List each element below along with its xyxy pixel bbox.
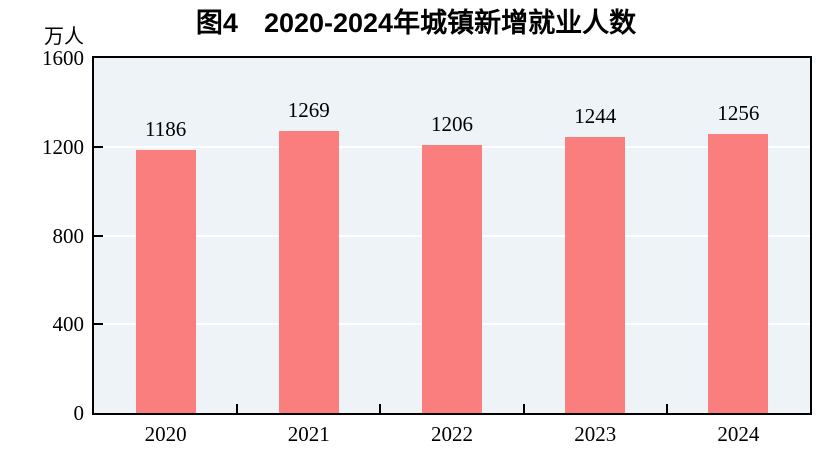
- x-axis-tick-2: [379, 404, 382, 413]
- x-axis-tick-4: [665, 404, 668, 413]
- x-axis-label-2023: 2023: [574, 422, 617, 446]
- plot-area: 1186 1269 1206 1244 1256: [92, 56, 812, 415]
- bar-2021: [278, 131, 339, 413]
- bar-2024: [708, 134, 769, 413]
- bar-value-2022: 1206: [431, 112, 473, 137]
- bar-value-2024: 1256: [717, 101, 760, 126]
- bar-value-2021: 1269: [287, 98, 330, 123]
- bar-value-2020: 1186: [144, 116, 187, 141]
- x-axis-tick-3: [522, 404, 525, 413]
- x-axis-label-2020: 2020: [144, 422, 187, 446]
- bar-value-2023: 1244: [574, 104, 617, 128]
- x-axis-label-2022: 2022: [431, 422, 473, 446]
- bar-2022: [422, 145, 482, 413]
- y-axis-tick-1200: [94, 145, 103, 148]
- y-axis-label-400: 400: [52, 312, 85, 337]
- chart-title-number: 图4: [195, 8, 238, 38]
- y-axis-tick-800: [94, 234, 103, 237]
- y-axis-label-0: 0: [73, 401, 85, 425]
- chart-title-text: 2020-2024年城镇新增就业人数: [263, 8, 637, 38]
- y-axis-label-1200: 1200: [42, 134, 84, 159]
- x-axis-label-2024: 2024: [717, 422, 760, 446]
- bar-2023: [565, 137, 626, 413]
- chart-title: 图4 2020-2024年城镇新增就业人数: [0, 7, 832, 39]
- y-axis-tick-400: [94, 323, 103, 326]
- y-axis-label-1600: 1600: [42, 46, 84, 70]
- x-axis-tick-1: [236, 404, 239, 413]
- bar-2020: [135, 149, 196, 413]
- y-axis-unit-label: 万人: [44, 26, 84, 48]
- y-axis-label-800: 800: [52, 223, 85, 248]
- x-axis-label-2021: 2021: [287, 422, 330, 446]
